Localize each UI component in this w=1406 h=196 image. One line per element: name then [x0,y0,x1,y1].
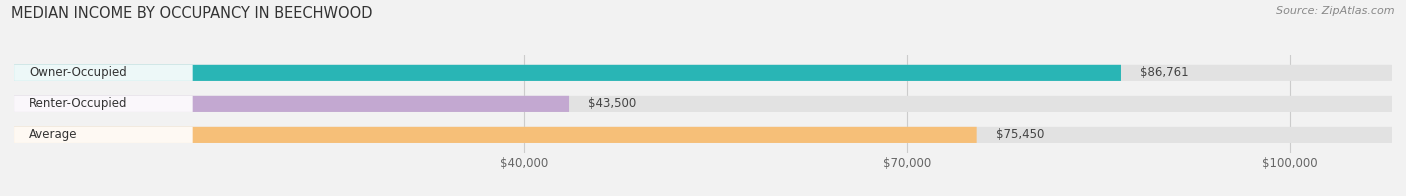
Text: MEDIAN INCOME BY OCCUPANCY IN BEECHWOOD: MEDIAN INCOME BY OCCUPANCY IN BEECHWOOD [11,6,373,21]
FancyBboxPatch shape [14,96,193,112]
FancyBboxPatch shape [14,65,1121,81]
Text: $43,500: $43,500 [588,97,637,110]
Text: $75,450: $75,450 [995,128,1045,141]
FancyBboxPatch shape [14,127,977,143]
Text: Owner-Occupied: Owner-Occupied [30,66,127,79]
Text: Average: Average [30,128,77,141]
FancyBboxPatch shape [14,127,193,143]
Text: $86,761: $86,761 [1140,66,1188,79]
FancyBboxPatch shape [14,65,193,81]
FancyBboxPatch shape [14,96,1392,112]
Text: Renter-Occupied: Renter-Occupied [30,97,128,110]
FancyBboxPatch shape [14,127,1392,143]
Text: Source: ZipAtlas.com: Source: ZipAtlas.com [1277,6,1395,16]
FancyBboxPatch shape [14,65,1392,81]
FancyBboxPatch shape [14,96,569,112]
